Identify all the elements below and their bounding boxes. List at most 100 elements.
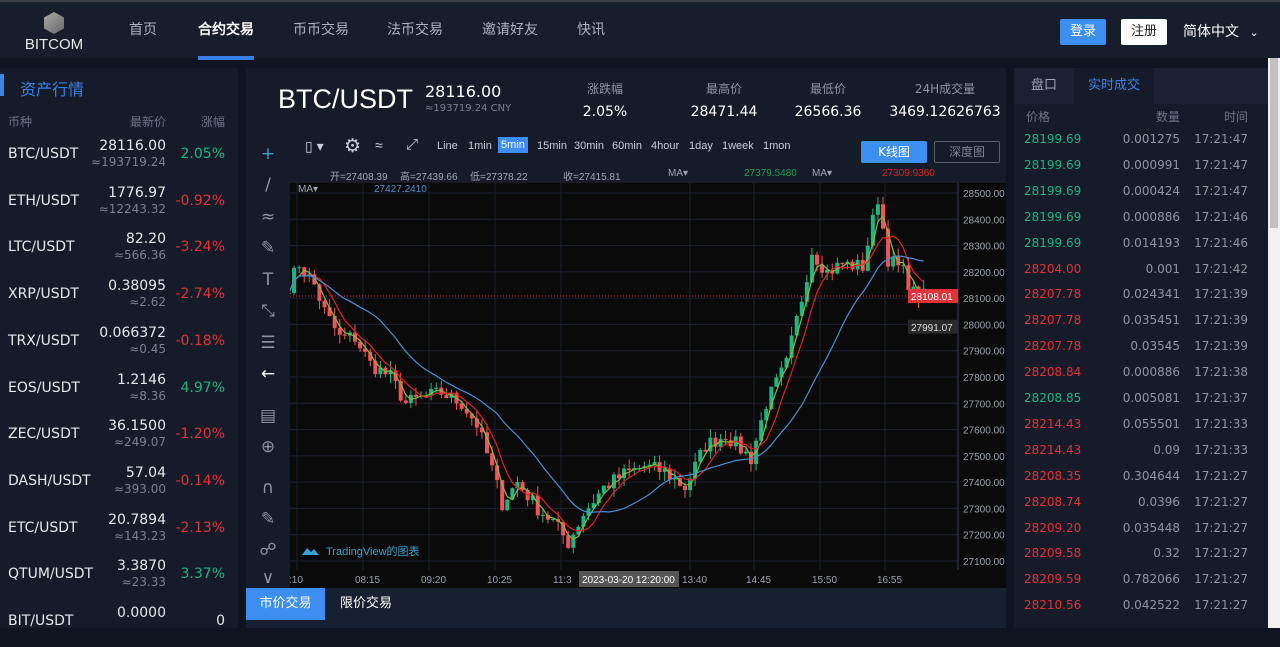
trade-price: 28204.00 — [1024, 261, 1082, 276]
chevron-down-icon[interactable]: ∨ — [261, 568, 275, 588]
market-row[interactable]: EOS/USDT 1.2146 ≈8.36 4.97% — [0, 368, 238, 414]
trade-time: 17:21:47 — [1194, 132, 1248, 146]
depth-button[interactable]: 深度图 — [934, 141, 1000, 163]
ticker-bar: BTC/USDT 28116.00 ≈193719.24 CNY 涨跌幅 2.05… — [246, 68, 1006, 132]
candle-body — [662, 468, 667, 472]
candle-body — [383, 367, 388, 375]
trade-qty: 0.782066 — [1122, 572, 1180, 587]
nav-invite[interactable]: 邀请好友 — [482, 22, 538, 38]
candlestick-chart[interactable]: 28500.00 28400.00 28300.00 28200.00 28100.00… — [290, 183, 1006, 588]
tab-market-order[interactable]: 市价交易 — [246, 588, 325, 620]
market-row[interactable]: LTC/USDT 82.20 ≈566.36 -3.24% — [0, 227, 238, 273]
stat-value: 2.05% — [582, 104, 628, 120]
interval-4hour[interactable]: 4hour — [651, 140, 680, 152]
candle-body — [794, 315, 799, 336]
interval-30min[interactable]: 30min — [574, 140, 604, 152]
market-cny: ≈0.45 — [129, 341, 166, 356]
market-row[interactable]: ETC/USDT 20.7894 ≈143.23 -2.13% — [0, 508, 238, 554]
trade-qty: 0.024341 — [1122, 287, 1180, 302]
kline-button[interactable]: K线图 — [861, 141, 927, 163]
ma-legend-toggle: MA▾ — [298, 184, 318, 195]
text-icon[interactable]: T — [262, 270, 274, 290]
ticker-symbol[interactable]: BTC/USDT — [278, 84, 413, 114]
trade-price: 28207.78 — [1024, 287, 1082, 302]
fib-icon[interactable]: ≈ — [260, 207, 276, 227]
prediction-icon[interactable]: ☰ — [260, 333, 276, 353]
trade-time: 17:21:27 — [1194, 468, 1248, 483]
market-row[interactable]: TRX/USDT 0.066372 ≈0.45 -0.18% — [0, 321, 238, 367]
market-list-panel: 资产行情 币种 最新价 涨幅 BTC/USDT 28116.00 ≈193719.2… — [0, 68, 238, 629]
brush-icon[interactable]: ✎ — [260, 238, 276, 258]
nav-otc[interactable]: 法币交易 — [387, 22, 443, 38]
register-button[interactable]: 注册 — [1121, 19, 1167, 45]
crosshair-icon[interactable]: + — [260, 144, 276, 164]
lock-icon[interactable]: ☍ — [259, 540, 277, 560]
pattern-icon[interactable]: ⤡ — [261, 301, 275, 321]
ruler-icon[interactable]: ▤ — [259, 406, 277, 426]
lock-drawings-icon[interactable]: ✎ — [260, 509, 276, 529]
interval-1mon[interactable]: 1mon — [763, 140, 791, 152]
market-row[interactable]: QTUM/USDT 3.3870 ≈23.33 3.37% — [0, 554, 238, 600]
zoom-in-icon[interactable]: ⊕ — [260, 437, 276, 457]
market-cny: ≈193719.24 — [91, 155, 166, 169]
col-header-price: 价格 — [1026, 110, 1051, 124]
market-row[interactable]: ZEC/USDT 36.1500 ≈249.07 -1.20% — [0, 414, 238, 460]
market-cny: ≈2.62 — [129, 295, 166, 310]
market-row[interactable]: DASH/USDT 57.04 ≈393.00 -0.14% — [0, 461, 238, 507]
trade-price: 28199.69 — [1024, 209, 1082, 224]
market-row[interactable]: BTC/USDT 28116.00 ≈193719.24 2.05% — [0, 134, 238, 180]
market-row[interactable]: BIT/USDT 0.0000 0 — [0, 601, 238, 647]
last-price-label: 28108.01 — [911, 292, 953, 303]
interval-1min[interactable]: 1min — [468, 140, 492, 152]
market-symbol: LTC/USDT — [8, 239, 75, 256]
stat-label: 最高价 — [705, 82, 742, 96]
legend-high: 高=27439.66 — [400, 172, 458, 183]
y-tick-label: 27900.00 — [963, 347, 1005, 358]
trade-qty: 0.304644 — [1122, 468, 1180, 483]
trend-line-icon[interactable]: ∕ — [265, 175, 271, 195]
tab-orderbook[interactable]: 盘口 — [1014, 68, 1074, 104]
candle-body — [515, 482, 520, 489]
scrollbar[interactable] — [1268, 58, 1280, 628]
interval-5min[interactable]: 5min — [498, 137, 528, 153]
interval-Line[interactable]: Line — [437, 140, 458, 152]
magnet-icon[interactable]: ∩ — [261, 478, 275, 498]
candle-body — [891, 256, 896, 267]
ma-legend-toggle[interactable]: MA▾ — [812, 168, 833, 179]
tab-limit-order[interactable]: 限价交易 — [340, 596, 393, 611]
nav-home[interactable]: 首页 — [129, 22, 157, 38]
interval-60min[interactable]: 60min — [612, 140, 642, 152]
fullscreen-icon[interactable]: ⤢ — [406, 136, 419, 153]
col-header-qty: 数量 — [1155, 110, 1180, 124]
tab-live-trades[interactable]: 实时成交 — [1087, 78, 1140, 93]
candle-type-icon[interactable]: ▯ ▾ — [305, 138, 324, 154]
indicators-icon[interactable]: ≈ — [375, 137, 383, 153]
candle-body — [759, 420, 764, 441]
market-row[interactable]: XRP/USDT 0.38095 ≈2.62 -2.74% — [0, 274, 238, 320]
trade-price: 28207.78 — [1024, 339, 1082, 354]
trade-row: 28208.74 0.0396 17:21:27 — [1014, 489, 1268, 515]
logo[interactable]: BITCOM — [22, 12, 86, 53]
candle-body — [469, 413, 474, 419]
ma-legend-toggle[interactable]: MA▾ — [668, 168, 689, 179]
candle-body — [815, 254, 819, 265]
market-price: 0.066372 — [99, 324, 166, 341]
gear-icon[interactable]: ⚙ — [344, 136, 362, 157]
candle-body — [495, 465, 500, 481]
interval-1day[interactable]: 1day — [689, 140, 713, 152]
scrollbar-thumb[interactable] — [1270, 58, 1278, 228]
trade-qty: 0.014193 — [1122, 235, 1180, 250]
candle-body — [373, 360, 378, 375]
nav-news[interactable]: 快讯 — [577, 22, 605, 38]
nav-spot[interactable]: 币币交易 — [293, 22, 349, 38]
market-row[interactable]: ETH/USDT 1776.97 ≈12243.32 -0.92% — [0, 181, 238, 227]
language-select[interactable]: 简体中文 ⌄ — [1183, 21, 1259, 41]
market-price: 1.2146 — [117, 371, 166, 388]
candle-body — [743, 451, 748, 454]
nav-contract[interactable]: 合约交易 — [198, 2, 254, 60]
back-arrow-icon[interactable]: ← — [260, 364, 276, 384]
y-tick-label: 27600.00 — [963, 426, 1005, 437]
interval-1week[interactable]: 1week — [722, 140, 754, 152]
interval-15min[interactable]: 15min — [537, 140, 567, 152]
login-button[interactable]: 登录 — [1060, 19, 1106, 45]
